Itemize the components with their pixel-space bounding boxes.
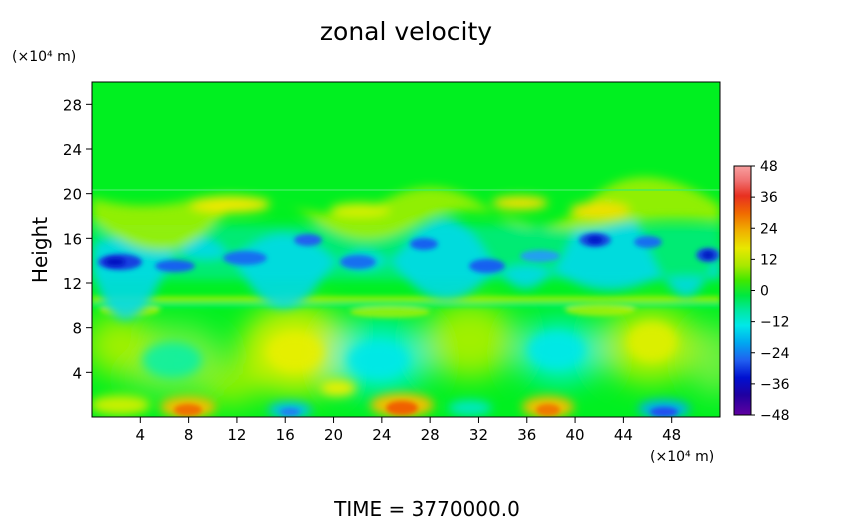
y-tick-label: 20 xyxy=(63,186,82,204)
colorbar-tick-label: 12 xyxy=(760,252,778,268)
colorbar-tick-label: −24 xyxy=(760,346,790,362)
x-tick-label: 4 xyxy=(136,426,146,444)
x-tick-label: 12 xyxy=(227,426,246,444)
x-tick-label: 40 xyxy=(566,426,585,444)
colorbar-tick-label: −48 xyxy=(760,408,790,424)
colorbar-tick-label: −12 xyxy=(760,315,790,331)
x-tick-label: 36 xyxy=(517,426,536,444)
x-axis-unit: (×10⁴ m) xyxy=(650,449,714,465)
colorbar-tick-label: 36 xyxy=(760,190,778,206)
y-tick-label: 12 xyxy=(63,275,82,293)
y-tick-label: 16 xyxy=(63,230,82,248)
velocity-field xyxy=(92,82,720,417)
colorbar: 48 36 24 12 0 −12 −24 −36 −48 xyxy=(733,159,790,424)
y-axis-unit: (×10⁴ m) xyxy=(12,49,76,65)
y-tick-label: 8 xyxy=(72,320,82,338)
chart-title: zonal velocity xyxy=(320,17,492,46)
colorbar-tick-label: 24 xyxy=(760,221,778,237)
y-axis-label: Height xyxy=(28,217,52,283)
y-tick-label: 28 xyxy=(63,96,82,114)
time-label: TIME = 3770000.0 xyxy=(333,497,520,519)
x-tick-label: 16 xyxy=(276,426,295,444)
y-axis: 4 8 12 16 20 24 28 xyxy=(63,96,92,382)
x-tick-label: 32 xyxy=(469,426,488,444)
x-tick-label: 28 xyxy=(421,426,440,444)
plot-frame xyxy=(91,81,721,418)
x-tick-label: 20 xyxy=(324,426,343,444)
y-tick-label: 24 xyxy=(63,141,82,159)
colorbar-tick-label: −36 xyxy=(760,377,790,393)
colorbar-tick-label: 48 xyxy=(760,159,778,175)
y-tick-label: 4 xyxy=(72,364,82,382)
x-axis: 4 8 12 16 20 24 28 32 36 40 44 48 xyxy=(136,417,681,444)
x-tick-label: 8 xyxy=(184,426,194,444)
x-tick-label: 44 xyxy=(614,426,633,444)
x-tick-label: 48 xyxy=(662,426,681,444)
colorbar-tick-label: 0 xyxy=(760,284,769,300)
colorbar-ramp xyxy=(733,165,752,416)
x-tick-label: 24 xyxy=(372,426,391,444)
